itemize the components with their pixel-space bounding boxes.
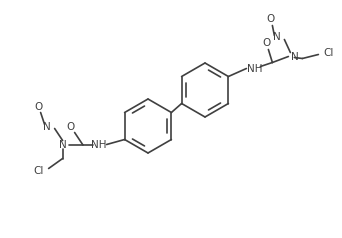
Text: Cl: Cl: [323, 48, 333, 58]
Text: O: O: [35, 101, 43, 111]
Text: O: O: [262, 39, 271, 49]
Text: N: N: [43, 122, 51, 132]
Text: NH: NH: [91, 139, 106, 149]
Text: O: O: [266, 15, 275, 25]
Text: N: N: [273, 33, 280, 43]
Text: Cl: Cl: [34, 165, 44, 175]
Text: N: N: [59, 139, 66, 149]
Text: O: O: [66, 122, 75, 132]
Text: NH: NH: [247, 64, 262, 74]
Text: N: N: [290, 51, 298, 61]
